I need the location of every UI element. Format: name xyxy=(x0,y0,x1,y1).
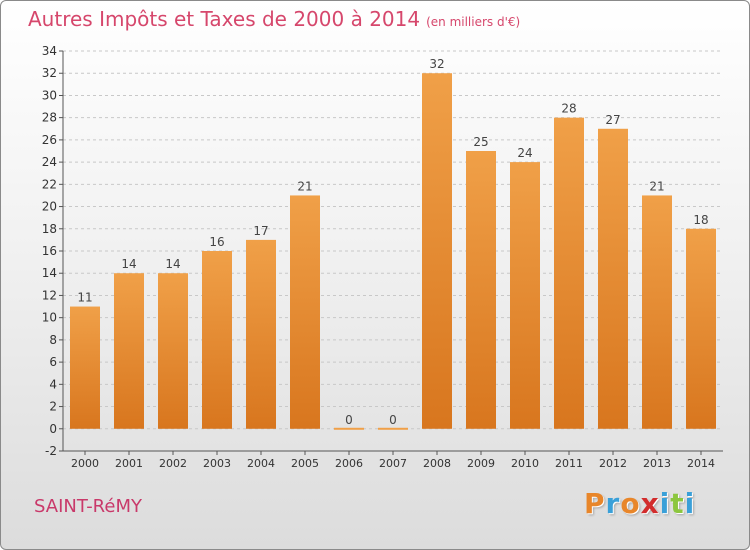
y-tick-label: -2 xyxy=(45,444,57,458)
y-tick-label: 24 xyxy=(42,155,57,169)
data-label: 21 xyxy=(649,179,664,193)
data-label: 14 xyxy=(121,257,136,271)
bar xyxy=(510,162,540,429)
x-tick-label: 2009 xyxy=(467,457,495,470)
x-tick-label: 2000 xyxy=(71,457,99,470)
x-tick-label: 2006 xyxy=(335,457,363,470)
logo-letter: r xyxy=(605,487,621,520)
y-tick-label: 30 xyxy=(42,88,57,102)
y-tick-label: 20 xyxy=(42,200,57,214)
data-label: 14 xyxy=(165,257,180,271)
y-tick-label: 10 xyxy=(42,311,57,325)
x-tick-label: 2004 xyxy=(247,457,275,470)
y-tick-label: 6 xyxy=(49,355,57,369)
data-label: 11 xyxy=(77,291,92,305)
x-tick-label: 2002 xyxy=(159,457,187,470)
bar xyxy=(158,273,188,429)
bar xyxy=(290,195,320,429)
x-tick-label: 2014 xyxy=(687,457,715,470)
bar xyxy=(378,427,408,430)
bar xyxy=(114,273,144,429)
y-tick-label: 18 xyxy=(42,222,57,236)
data-label: 32 xyxy=(429,57,444,71)
y-tick-label: 14 xyxy=(42,266,57,280)
x-tick-label: 2007 xyxy=(379,457,407,470)
bar xyxy=(246,239,276,429)
commune-name: SAINT-RéMY xyxy=(34,496,142,517)
y-tick-label: 26 xyxy=(42,133,57,147)
bar xyxy=(686,228,716,429)
bar xyxy=(466,151,496,429)
bar xyxy=(554,117,584,429)
logo-letter: P xyxy=(584,487,606,520)
chart-title-unit: (en milliers d'€) xyxy=(426,15,521,29)
data-label: 16 xyxy=(209,235,224,249)
bar xyxy=(202,251,232,429)
data-label: 18 xyxy=(693,213,708,227)
logo-letter: i xyxy=(659,487,671,520)
data-label: 27 xyxy=(605,113,620,127)
bar xyxy=(422,73,452,429)
x-tick-label: 2008 xyxy=(423,457,451,470)
x-tick-label: 2012 xyxy=(599,457,627,470)
chart-title-main: Autres Impôts et Taxes de 2000 à 2014 xyxy=(28,7,421,31)
bar xyxy=(642,195,672,429)
proxiti-logo: Proxiti xyxy=(584,487,695,520)
logo-letter: t xyxy=(670,487,685,520)
bar xyxy=(70,306,100,429)
y-tick-label: 12 xyxy=(42,288,57,302)
bar xyxy=(598,128,628,429)
y-tick-label: 22 xyxy=(42,177,57,191)
y-tick-label: 2 xyxy=(49,400,57,414)
y-tick-label: 32 xyxy=(42,66,57,80)
y-tick-label: 0 xyxy=(49,422,57,436)
data-label: 28 xyxy=(561,102,576,116)
logo-letter: x xyxy=(640,487,660,520)
bar xyxy=(334,427,364,430)
x-tick-label: 2010 xyxy=(511,457,539,470)
x-tick-label: 2005 xyxy=(291,457,319,470)
y-tick-label: 28 xyxy=(42,111,57,125)
logo-letter: o xyxy=(620,487,641,520)
y-tick-label: 8 xyxy=(49,333,57,347)
x-tick-label: 2013 xyxy=(643,457,671,470)
y-tick-label: 4 xyxy=(49,377,57,391)
data-label: 24 xyxy=(517,146,532,160)
x-tick-label: 2001 xyxy=(115,457,143,470)
y-tick-label: 34 xyxy=(42,44,57,58)
data-label: 25 xyxy=(473,135,488,149)
chart-title: Autres Impôts et Taxes de 2000 à 2014 (en… xyxy=(28,7,520,31)
data-label: 0 xyxy=(389,413,397,427)
data-label: 21 xyxy=(297,179,312,193)
data-label: 17 xyxy=(253,224,268,238)
data-label: 0 xyxy=(345,413,353,427)
y-tick-label: 16 xyxy=(42,244,57,258)
x-tick-label: 2003 xyxy=(203,457,231,470)
x-tick-label: 2011 xyxy=(555,457,583,470)
logo-letter: i xyxy=(684,487,696,520)
